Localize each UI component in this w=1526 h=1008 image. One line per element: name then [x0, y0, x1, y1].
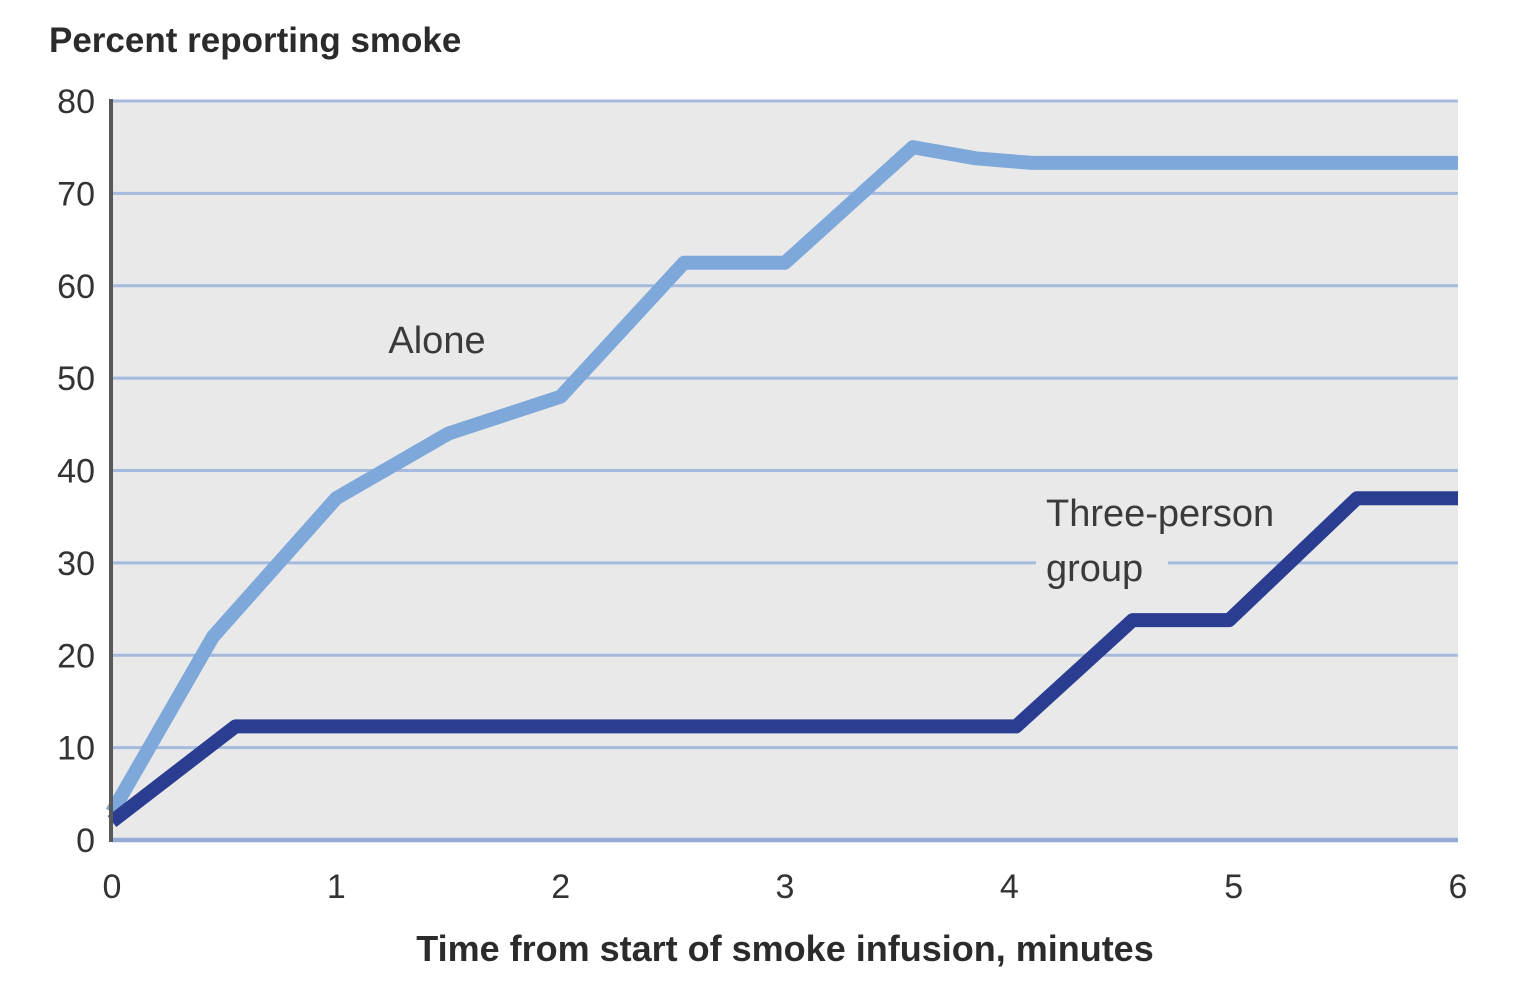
label-halo — [1036, 490, 1294, 592]
y-tick-label-20: 20 — [57, 637, 95, 675]
x-axis-tick-labels: 0 1 2 3 4 5 6 — [103, 868, 1468, 906]
x-tick-label-1: 1 — [327, 868, 346, 906]
y-tick-label-80: 80 — [57, 83, 95, 121]
y-tick-label-0: 0 — [76, 822, 95, 860]
x-tick-label-0: 0 — [103, 868, 122, 906]
series-line-alone — [105, 140, 1458, 816]
x-tick-label-5: 5 — [1224, 868, 1243, 906]
x-axis-title: Time from start of smoke infusion, minut… — [416, 928, 1153, 969]
halo-three-person-line1 — [1036, 490, 1294, 538]
gridlines — [112, 99, 1458, 843]
y-tick-label-70: 70 — [57, 175, 95, 213]
x-tick-label-6: 6 — [1449, 868, 1468, 906]
series-label-three-person-line2: group — [1046, 548, 1143, 590]
series-lines — [105, 140, 1458, 828]
y-axis-tick-labels: 0 10 20 30 40 50 60 70 80 — [57, 83, 95, 860]
y-tick-label-50: 50 — [57, 360, 95, 398]
series-label-alone: Alone — [388, 320, 485, 362]
y-tick-label-60: 60 — [57, 268, 95, 306]
y-tick-label-10: 10 — [57, 730, 95, 768]
series-label-three-person-line1: Three-person — [1046, 493, 1274, 535]
x-tick-label-3: 3 — [776, 868, 795, 906]
halo-three-person-line2 — [1036, 546, 1168, 592]
y-tick-label-30: 30 — [57, 545, 95, 583]
series-line-three-person-group — [107, 491, 1458, 828]
x-tick-label-2: 2 — [551, 868, 570, 906]
x-tick-label-4: 4 — [1000, 868, 1019, 906]
chart-title: Percent reporting smoke — [49, 21, 461, 60]
y-tick-label-40: 40 — [57, 453, 95, 491]
